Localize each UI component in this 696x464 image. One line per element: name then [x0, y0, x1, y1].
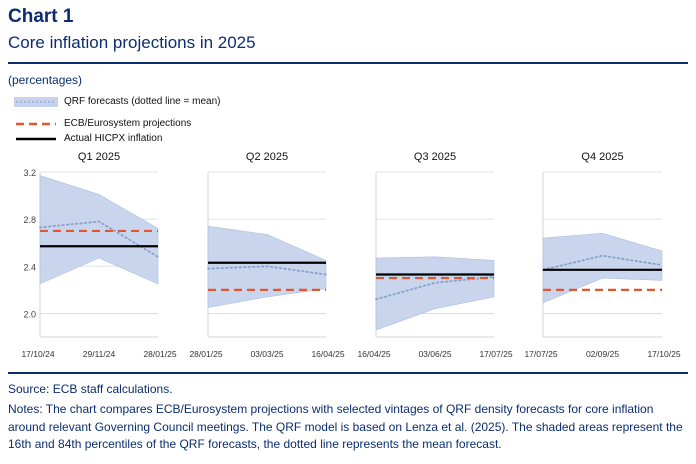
legend-item-ecb: ECB/Eurosystem projections	[14, 118, 191, 129]
x-tick-label: 29/11/24	[83, 349, 116, 359]
x-tick-label: 16/04/25	[357, 349, 390, 359]
panel-title: Q3 2025	[414, 151, 456, 163]
legend-swatch-hicp	[16, 137, 56, 140]
x-tick-label: 16/04/25	[311, 349, 344, 359]
x-tick-label: 17/10/24	[21, 349, 54, 359]
panel-title: Q2 2025	[246, 151, 288, 163]
legend-label-qrf: QRF forecasts (dotted line = mean)	[64, 96, 221, 107]
panel-title: Q1 2025	[78, 151, 120, 163]
y-tick-label: 3.2	[23, 168, 36, 178]
chart-title: Core inflation projections in 2025	[8, 33, 256, 52]
x-tick-label: 17/07/25	[479, 349, 512, 359]
panel-title: Q4 2025	[581, 151, 623, 163]
source-note: Source: ECB staff calculations.	[8, 382, 173, 396]
x-tick-label: 17/10/25	[647, 349, 680, 359]
qrf-band	[542, 232, 663, 304]
chart-plot-area: 3.2 2.8 2.4 2.0 Q1 2025 17/10/24 29/11/24 28/01…	[21, 151, 680, 359]
qrf-mean-line	[542, 254, 663, 271]
qrf-band	[39, 175, 159, 285]
qrf-band	[375, 256, 495, 331]
chart-label: Chart 1	[8, 6, 74, 27]
x-tick-label: 28/01/25	[189, 349, 222, 359]
qrf-mean-line	[39, 220, 159, 258]
legend-item-hicp: Actual HICPX inflation	[14, 133, 162, 144]
qrf-mean-line	[207, 265, 327, 276]
x-tick-label: 17/07/25	[524, 349, 557, 359]
legend-swatch-qrf	[14, 96, 58, 107]
y-tick-label: 2.0	[23, 309, 36, 319]
units-label: (percentages)	[8, 73, 83, 87]
notes-text: Notes: The chart compares ECB/Eurosystem…	[8, 402, 683, 451]
bottom-rule	[8, 372, 688, 374]
legend-label-ecb: ECB/Eurosystem projections	[64, 118, 192, 129]
x-tick-label: 03/06/25	[418, 349, 451, 359]
y-tick-label: 2.4	[23, 262, 36, 272]
top-rule	[8, 62, 688, 64]
legend-swatch-ecb	[16, 122, 56, 125]
legend-label-hicp: Actual HICPX inflation	[64, 133, 163, 144]
y-tick-label: 2.8	[23, 215, 36, 225]
legend-item-qrf: QRF forecasts (dotted line = mean)	[14, 96, 220, 107]
x-tick-label: 02/09/25	[586, 349, 619, 359]
x-tick-label: 28/01/25	[143, 349, 176, 359]
x-tick-label: 03/03/25	[250, 349, 283, 359]
